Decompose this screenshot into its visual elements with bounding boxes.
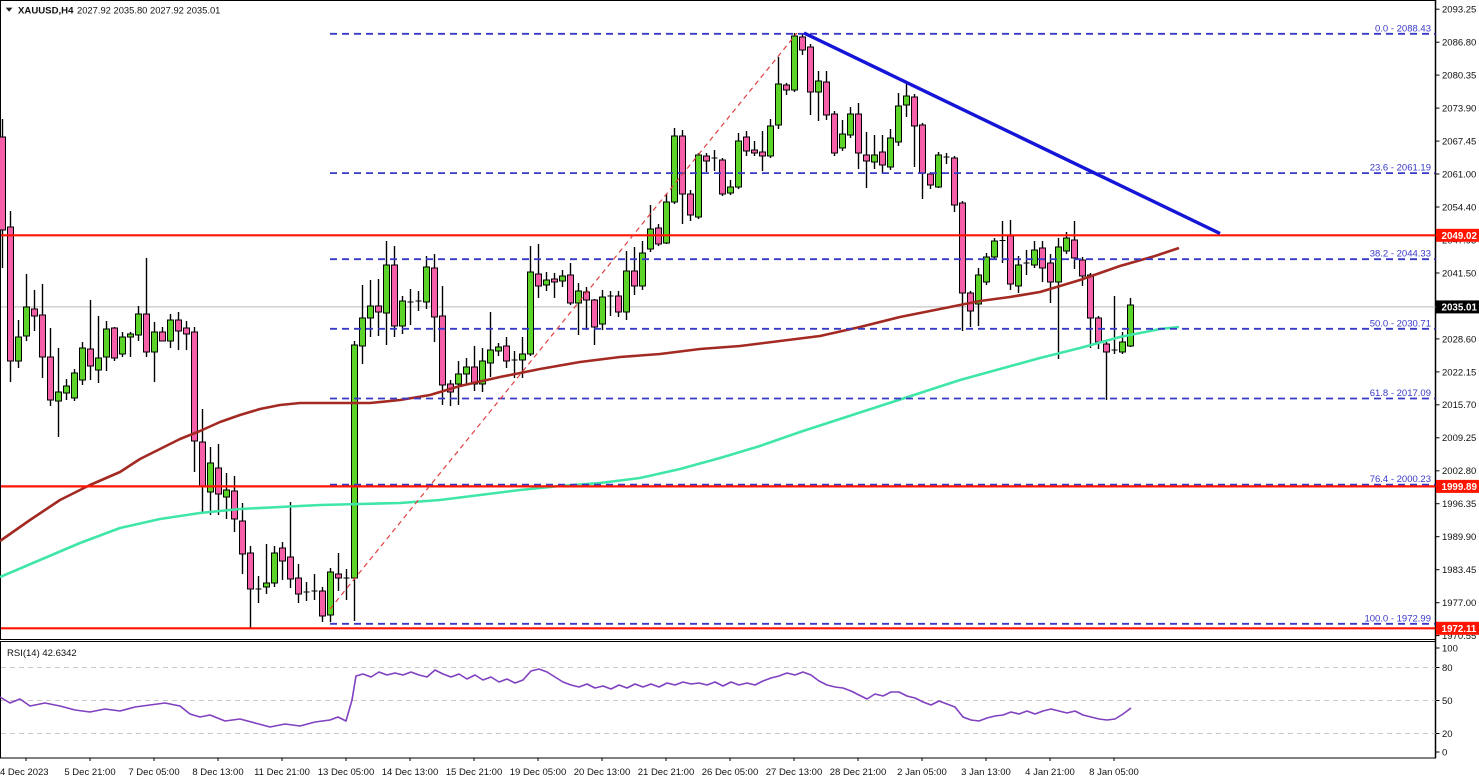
svg-text:20 Dec 13:00: 20 Dec 13:00 xyxy=(574,767,631,778)
svg-text:4 Dec 2023: 4 Dec 2023 xyxy=(0,767,49,778)
svg-text:2041.50: 2041.50 xyxy=(1442,268,1476,279)
svg-text:2073.90: 2073.90 xyxy=(1442,104,1476,115)
svg-text:3 Jan 13:00: 3 Jan 13:00 xyxy=(961,767,1011,778)
svg-text:2009.25: 2009.25 xyxy=(1442,433,1476,444)
svg-text:11 Dec 21:00: 11 Dec 21:00 xyxy=(254,767,310,778)
svg-text:21 Dec 21:00: 21 Dec 21:00 xyxy=(638,767,695,778)
svg-text:2022.15: 2022.15 xyxy=(1442,367,1476,378)
svg-text:2002.80: 2002.80 xyxy=(1442,466,1476,477)
svg-text:8 Jan 05:00: 8 Jan 05:00 xyxy=(1089,767,1139,778)
svg-text:28 Dec 21:00: 28 Dec 21:00 xyxy=(830,767,887,778)
svg-text:13 Dec 05:00: 13 Dec 05:00 xyxy=(318,767,375,778)
svg-text:2035.01: 2035.01 xyxy=(1442,303,1478,314)
svg-text:23.6 - 2061.19: 23.6 - 2061.19 xyxy=(1370,163,1431,174)
svg-text:61.8 - 2017.09: 61.8 - 2017.09 xyxy=(1370,388,1431,399)
svg-text:7 Dec 05:00: 7 Dec 05:00 xyxy=(128,767,179,778)
svg-text:1996.35: 1996.35 xyxy=(1442,499,1476,510)
svg-text:2027.92 2035.80 2027.92 2035.0: 2027.92 2035.80 2027.92 2035.01 xyxy=(77,5,220,16)
svg-text:2086.80: 2086.80 xyxy=(1442,38,1476,49)
svg-text:2080.35: 2080.35 xyxy=(1442,71,1476,82)
svg-text:8 Dec 13:00: 8 Dec 13:00 xyxy=(192,767,243,778)
svg-text:1970.55: 1970.55 xyxy=(1442,631,1476,642)
svg-text:27 Dec 13:00: 27 Dec 13:00 xyxy=(766,767,823,778)
svg-text:0: 0 xyxy=(1442,747,1447,758)
svg-text:80: 80 xyxy=(1442,663,1453,674)
svg-text:2 Jan 05:00: 2 Jan 05:00 xyxy=(897,767,947,778)
svg-text:20: 20 xyxy=(1442,729,1453,740)
svg-text:15 Dec 21:00: 15 Dec 21:00 xyxy=(446,767,503,778)
svg-text:50: 50 xyxy=(1442,696,1453,707)
svg-text:2067.45: 2067.45 xyxy=(1442,137,1476,148)
svg-text:100: 100 xyxy=(1442,643,1458,654)
svg-text:1977.00: 1977.00 xyxy=(1442,598,1476,609)
svg-text:2049.02: 2049.02 xyxy=(1442,231,1478,242)
svg-text:4 Jan 21:00: 4 Jan 21:00 xyxy=(1025,767,1075,778)
svg-text:2015.70: 2015.70 xyxy=(1442,400,1476,411)
svg-text:RSI(14) 42.6342: RSI(14) 42.6342 xyxy=(7,648,77,659)
svg-text:2054.40: 2054.40 xyxy=(1442,202,1476,213)
svg-text:50.0 - 2030.71: 50.0 - 2030.71 xyxy=(1370,318,1431,329)
svg-text:2061.00: 2061.00 xyxy=(1442,169,1476,180)
svg-text:5 Dec 21:00: 5 Dec 21:00 xyxy=(64,767,115,778)
svg-text:1999.89: 1999.89 xyxy=(1442,482,1478,493)
svg-text:100.0 - 1972.99: 100.0 - 1972.99 xyxy=(1364,613,1431,624)
svg-text:19 Dec 05:00: 19 Dec 05:00 xyxy=(510,767,567,778)
svg-text:XAUUSD,H4: XAUUSD,H4 xyxy=(18,6,74,17)
svg-text:38.2 - 2044.33: 38.2 - 2044.33 xyxy=(1370,249,1431,260)
svg-text:1972.11: 1972.11 xyxy=(1442,624,1477,635)
svg-text:2093.25: 2093.25 xyxy=(1442,5,1476,16)
svg-text:1983.45: 1983.45 xyxy=(1442,565,1476,576)
svg-text:14 Dec 13:00: 14 Dec 13:00 xyxy=(382,767,439,778)
svg-text:1989.90: 1989.90 xyxy=(1442,532,1476,543)
svg-text:26 Dec 05:00: 26 Dec 05:00 xyxy=(702,767,759,778)
svg-text:0.0 - 2088.43: 0.0 - 2088.43 xyxy=(1375,23,1431,34)
svg-text:76.4 - 2000.23: 76.4 - 2000.23 xyxy=(1370,474,1431,485)
svg-text:2028.60: 2028.60 xyxy=(1442,334,1476,345)
